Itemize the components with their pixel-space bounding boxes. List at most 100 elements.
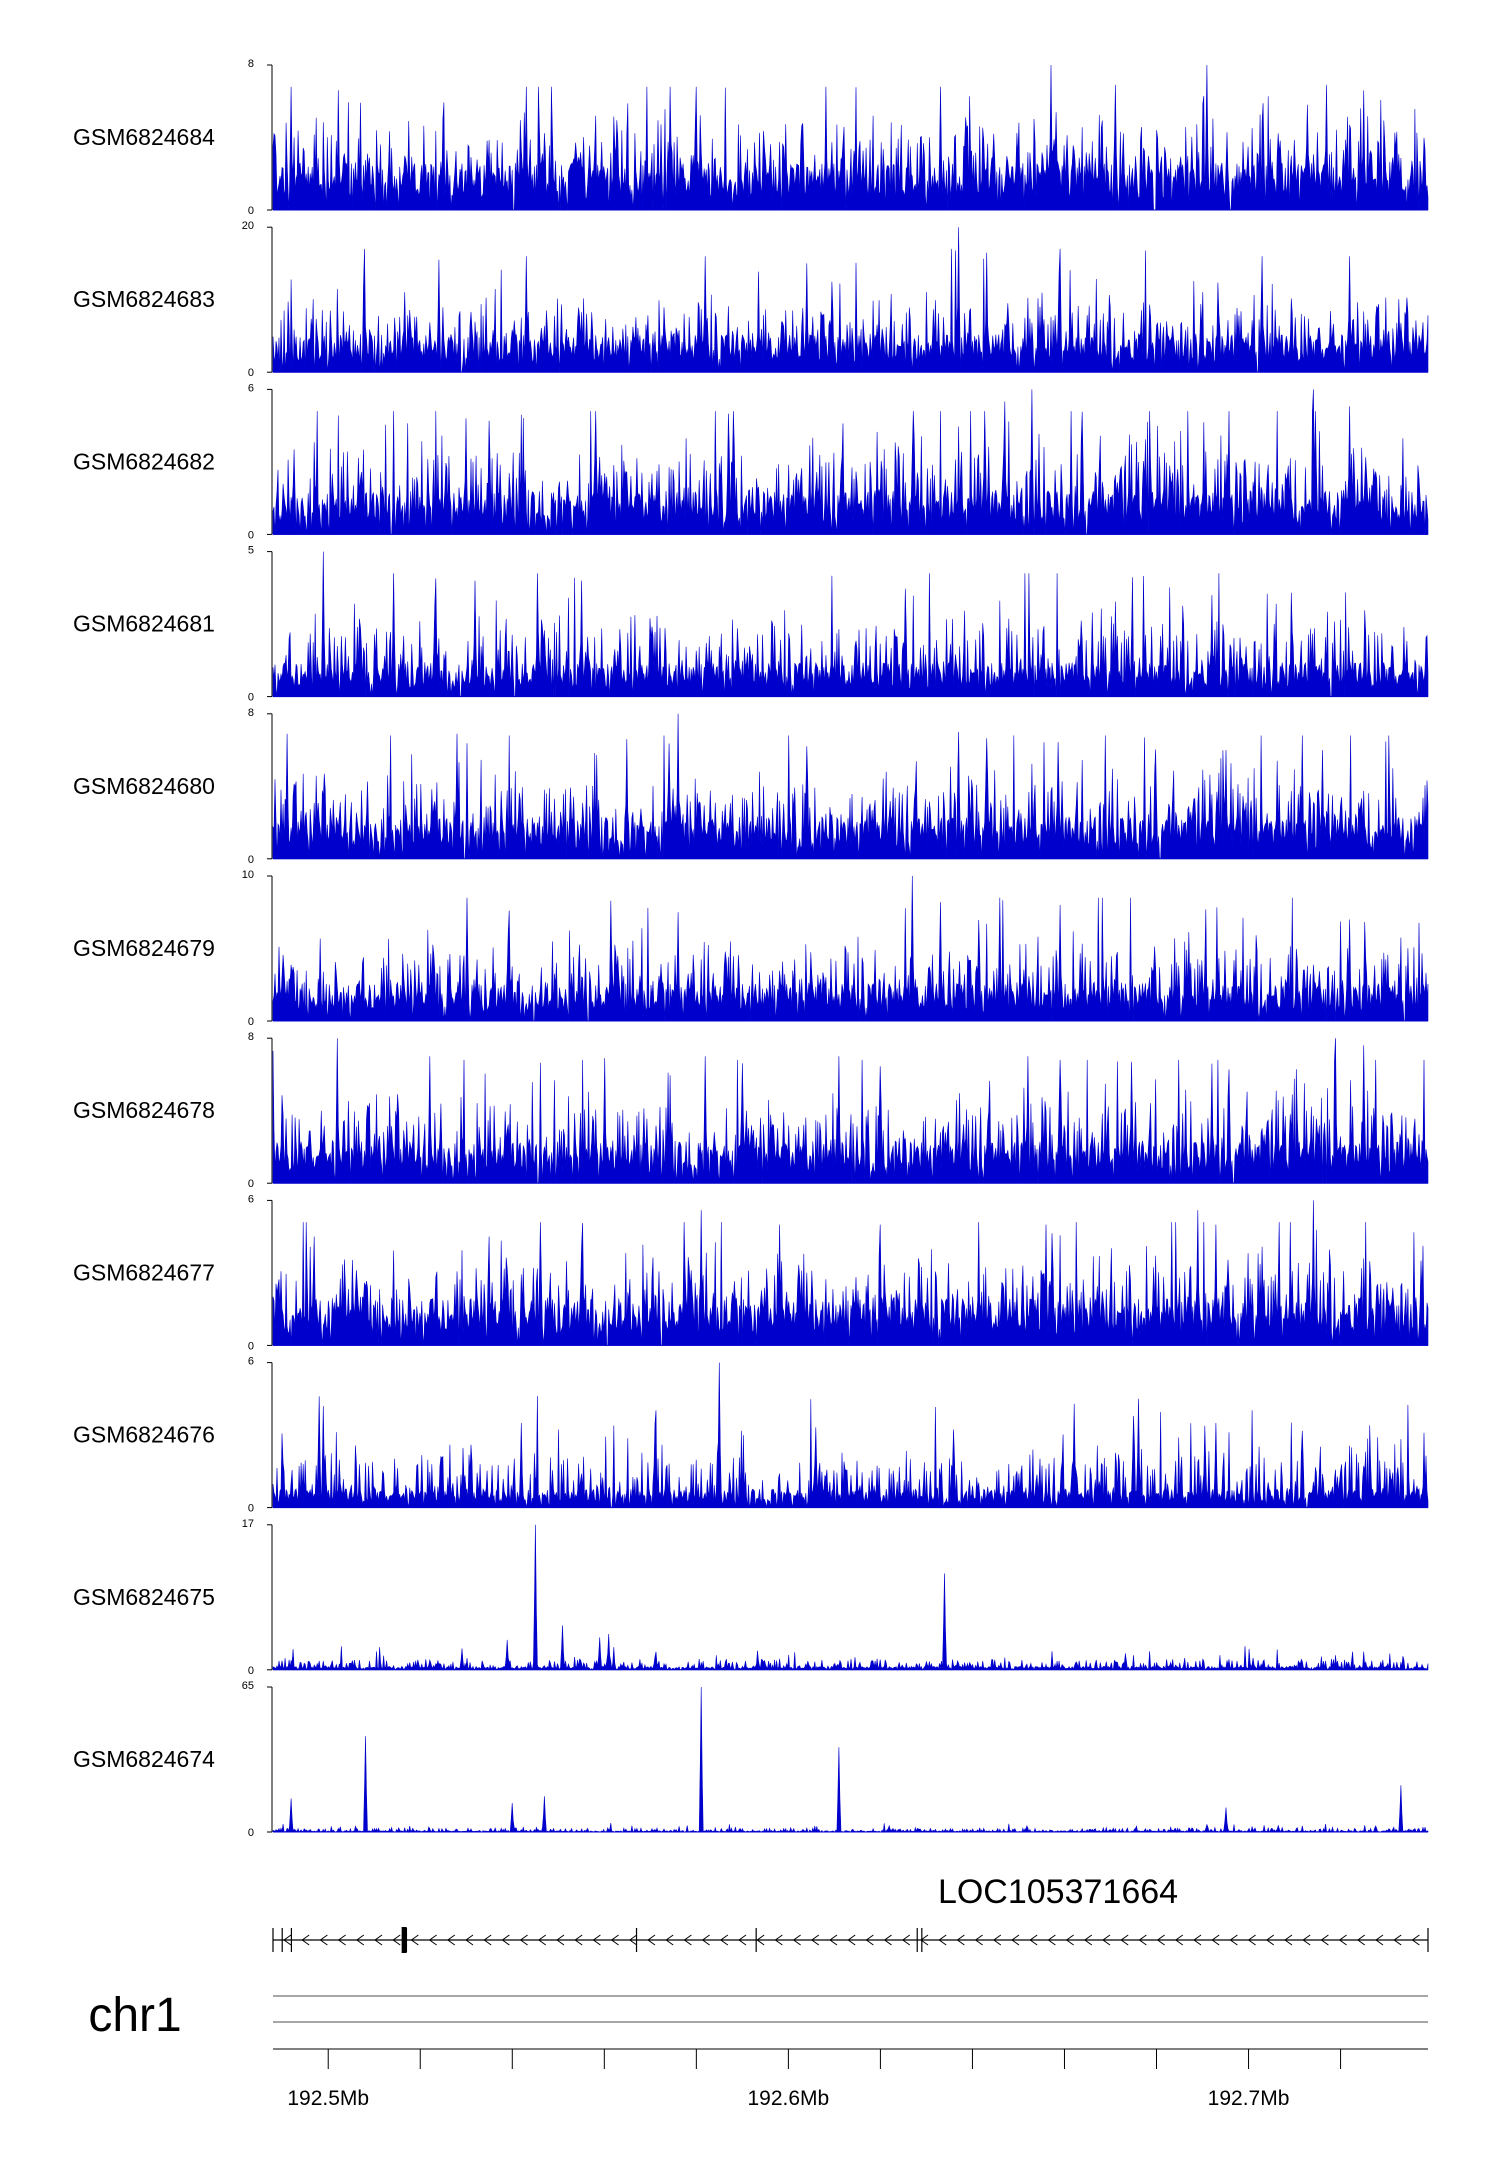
track-label: GSM6824676 (73, 1422, 215, 1448)
strand-arrow (1102, 1934, 1111, 1946)
strand-arrow (446, 1934, 456, 1946)
y-tick-label-zero: 0 (248, 692, 254, 704)
chromosome-label: chr1 (88, 1989, 181, 2042)
strand-arrow (592, 1934, 601, 1946)
track-label: GSM6824684 (73, 124, 215, 150)
y-tick-label-zero: 0 (248, 1016, 254, 1028)
y-tick-label-max: 6 (248, 382, 254, 394)
coverage-area (272, 227, 1429, 373)
gene-model (272, 1927, 1429, 1953)
y-tick-label-max: 17 (242, 1518, 254, 1530)
track-GSM6824678: GSM6824678 8 0 (73, 1031, 1429, 1190)
strand-arrow (938, 1934, 947, 1946)
track-GSM6824675: GSM6824675 17 0 (73, 1518, 1429, 1677)
coverage-area (272, 1038, 1429, 1184)
strand-arrow (1265, 1934, 1275, 1946)
strand-arrow (974, 1934, 983, 1946)
strand-arrow (847, 1934, 856, 1946)
strand-arrow (1193, 1934, 1202, 1946)
y-tick-label-max: 65 (242, 1680, 254, 1692)
track-label: GSM6824674 (73, 1746, 215, 1772)
strand-arrow (647, 1934, 656, 1946)
genome-axis: 192.5Mb 192.6Mb 192.7Mb (273, 2048, 1428, 2110)
coverage-area (272, 551, 1429, 697)
strand-arrow (992, 1934, 1002, 1946)
y-tick-label-zero: 0 (248, 1665, 254, 1677)
track-label: GSM6824675 (73, 1584, 215, 1610)
track-GSM6824680: GSM6824680 8 0 (73, 707, 1429, 866)
strand-arrow (738, 1934, 747, 1946)
strand-arrow (792, 1934, 801, 1946)
y-tick-label-zero: 0 (248, 1178, 254, 1190)
strand-arrow (501, 1934, 510, 1946)
y-tick-label-max: 8 (248, 707, 254, 719)
strand-arrow (683, 1934, 692, 1946)
strand-arrow (774, 1934, 783, 1946)
strand-arrow (374, 1934, 383, 1946)
strand-arrow (537, 1934, 547, 1946)
y-tick-label-max: 6 (248, 1356, 254, 1368)
strand-arrow (810, 1934, 820, 1946)
y-tick-label-zero: 0 (248, 854, 254, 866)
strand-arrow (1120, 1934, 1129, 1946)
track-GSM6824679: GSM6824679 10 0 (73, 869, 1429, 1028)
track-label: GSM6824683 (73, 286, 215, 312)
track-label: GSM6824679 (73, 935, 215, 961)
track-label: GSM6824678 (73, 1097, 215, 1123)
strand-arrow (1411, 1934, 1420, 1946)
coverage-area (272, 64, 1429, 211)
coverage-area (272, 1362, 1429, 1508)
y-tick-label-zero: 0 (248, 1340, 254, 1352)
strand-arrow (1174, 1934, 1184, 1946)
track-GSM6824677: GSM6824677 6 0 (73, 1193, 1429, 1352)
strand-arrow (1338, 1934, 1347, 1946)
strand-arrow (1011, 1934, 1020, 1946)
strand-arrow (1320, 1934, 1329, 1946)
axis-tick-label: 192.7Mb (1208, 2087, 1290, 2110)
strand-arrow (1047, 1934, 1056, 1946)
strand-arrow (355, 1934, 365, 1946)
strand-arrow (628, 1934, 638, 1946)
strand-arrow (719, 1934, 729, 1946)
track-label: GSM6824681 (73, 611, 215, 637)
strand-arrow (829, 1934, 838, 1946)
strand-arrow (1211, 1934, 1220, 1946)
track-GSM6824681: GSM6824681 5 0 (73, 545, 1429, 704)
coverage-area (272, 389, 1429, 535)
coverage-area (272, 1686, 1429, 1834)
track-GSM6824684: GSM6824684 8 0 (73, 58, 1429, 217)
y-tick-label-max: 5 (248, 545, 254, 557)
y-tick-label-zero: 0 (248, 367, 254, 379)
strand-arrow (920, 1934, 929, 1946)
track-GSM6824676: GSM6824676 6 0 (73, 1356, 1429, 1515)
strand-arrow (1065, 1934, 1074, 1946)
strand-arrow (1138, 1934, 1147, 1946)
strand-arrow (483, 1934, 492, 1946)
axis-tick-label: 192.5Mb (287, 2087, 369, 2110)
strand-arrow (1284, 1934, 1293, 1946)
y-tick-label-max: 20 (242, 220, 254, 232)
track-label: GSM6824680 (73, 773, 215, 799)
strand-arrow (1393, 1934, 1402, 1946)
track-GSM6824682: GSM6824682 6 0 (73, 382, 1429, 541)
y-tick-label-max: 6 (248, 1193, 254, 1205)
strand-arrow (410, 1934, 419, 1946)
strand-arrow (665, 1934, 674, 1946)
strand-arrow (1375, 1934, 1384, 1946)
strand-arrow (883, 1934, 892, 1946)
y-tick-label-zero: 0 (248, 1827, 254, 1839)
strand-arrow (301, 1934, 310, 1946)
coverage-area (272, 713, 1429, 860)
track-label: GSM6824677 (73, 1259, 215, 1285)
coverage-area (272, 1524, 1429, 1671)
axis-tick-label: 192.6Mb (748, 2087, 830, 2110)
strand-arrow (519, 1934, 528, 1946)
y-tick-label-zero: 0 (248, 205, 254, 217)
strand-arrow (756, 1934, 765, 1946)
strand-arrow (1302, 1934, 1311, 1946)
track-GSM6824674: GSM6824674 65 0 (73, 1680, 1429, 1839)
strand-arrow (556, 1934, 565, 1946)
strand-arrow (956, 1934, 965, 1946)
strand-arrow (1229, 1934, 1238, 1946)
